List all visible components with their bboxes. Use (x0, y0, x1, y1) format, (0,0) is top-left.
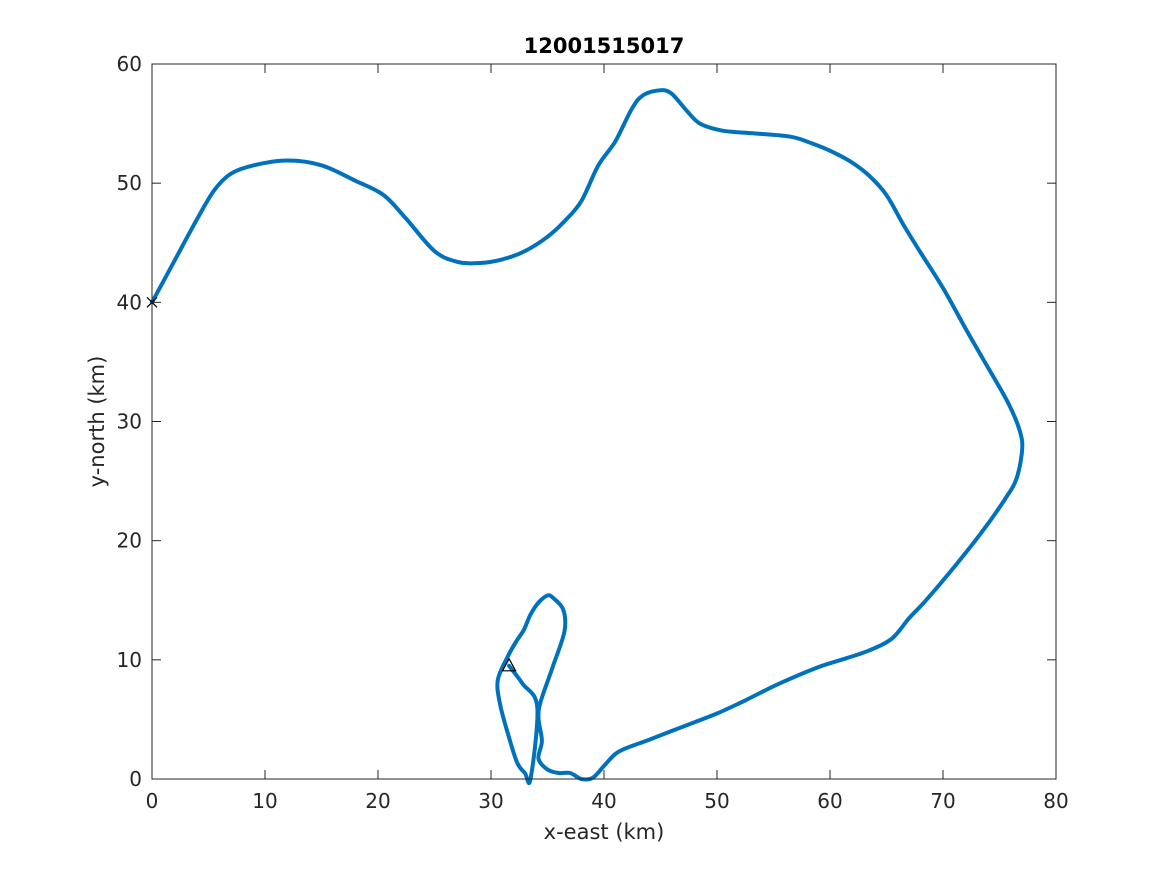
tick-layer: 0 10 20 30 40 50 60 70 80 0 10 20 30 40 50 60 (117, 52, 1069, 813)
x-tick-label: 50 (704, 789, 729, 813)
y-tick-label: 30 (117, 410, 142, 434)
plot-area (152, 64, 1056, 779)
x-axis-label: x-east (km) (544, 820, 665, 844)
series-layer (150, 88, 1025, 786)
x-tick-label: 70 (930, 789, 955, 813)
y-tick-label: 20 (117, 529, 142, 553)
x-tick-label: 0 (146, 789, 159, 813)
x-tick-label: 10 (252, 789, 277, 813)
y-tick-label: 40 (117, 290, 142, 314)
x-tick-label: 20 (365, 789, 390, 813)
y-tick-label: 0 (129, 767, 142, 791)
x-tick-label: 60 (817, 789, 842, 813)
y-tick-label: 60 (117, 52, 142, 76)
trajectory-line-0 (150, 88, 1025, 786)
y-tick-label: 50 (117, 171, 142, 195)
x-tick-label: 80 (1043, 789, 1068, 813)
y-tick-label: 10 (117, 648, 142, 672)
x-tick-label: 40 (591, 789, 616, 813)
x-tick-label: 30 (478, 789, 503, 813)
y-axis-label: y-north (km) (85, 356, 109, 488)
end-marker-triangle (501, 657, 517, 672)
chart-title: 12001515017 (524, 34, 685, 58)
